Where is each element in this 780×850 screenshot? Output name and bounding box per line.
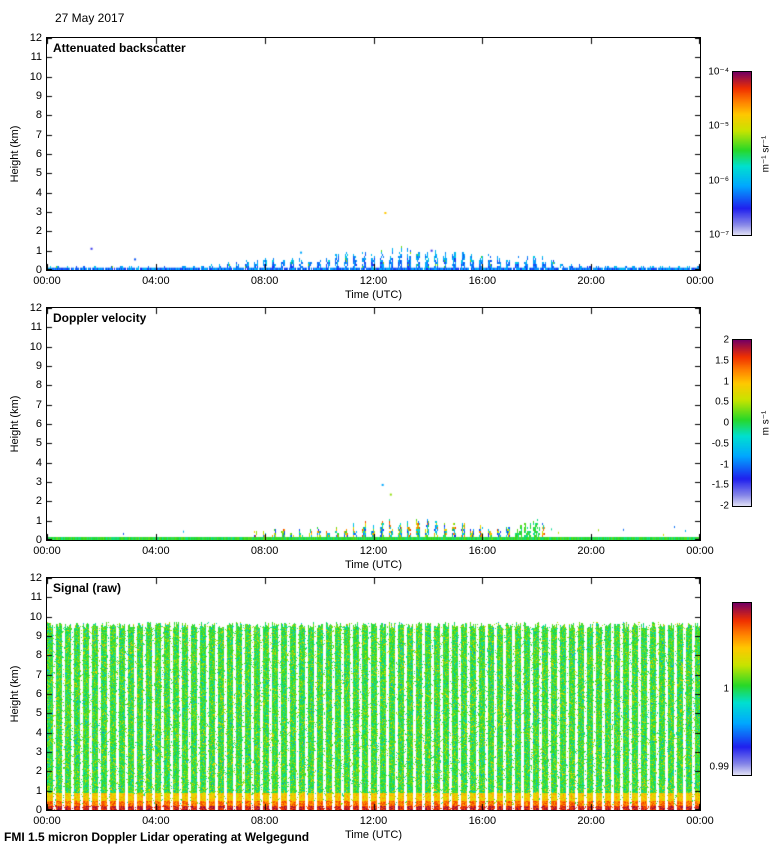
colorbar-tick-label: 10⁻⁶ [708, 175, 729, 187]
y-tick-label: 11 [30, 51, 42, 64]
y-tick-label: 7 [35, 398, 42, 411]
colorbar-tick-label: 0.5 [715, 396, 729, 408]
y-tick-label: 9 [35, 360, 42, 372]
colorbar-tick-label: 10⁻⁷ [708, 229, 729, 241]
backscatter-colorbar-gradient [733, 72, 751, 235]
y-tick-label: 10 [29, 70, 42, 83]
plot-area-signal: Signal (raw) [46, 577, 701, 811]
y-tick-label: 5 [35, 167, 42, 180]
x-tick-label: 08:00 [250, 815, 279, 827]
colorbar-tick-label: -1 [720, 459, 729, 470]
colorbar-tick-label: 10⁻⁵ [708, 120, 729, 132]
velocity-colorbar-gradient [733, 340, 751, 506]
colorbar-tick-label: 1 [723, 683, 729, 695]
colorbar-tick-label: 0 [723, 417, 729, 429]
y-tick-label: 3 [35, 206, 42, 218]
y-tick-label: 4 [35, 726, 42, 739]
y-tick-label: 7 [35, 128, 42, 141]
colorbar-tick-label: 10⁻⁴ [708, 66, 729, 78]
y-tick-label: 0 [35, 804, 42, 816]
x-axis-label: Time (UTC) [344, 829, 403, 841]
x-tick-label: 12:00 [359, 815, 388, 827]
figure-footer: FMI 1.5 micron Doppler Lidar operating a… [4, 830, 310, 844]
plot-area-backscatter: Attenuated backscatter [46, 37, 701, 271]
x-tick-label: 08:00 [250, 275, 279, 287]
velocity-heatmap [47, 308, 700, 540]
y-tick-label: 6 [35, 688, 42, 700]
velocity-colorbar-unit-label: m s⁻¹ [760, 410, 772, 436]
y-tick-label: 3 [35, 476, 42, 488]
y-tick-label: 12 [29, 572, 42, 584]
signal-heatmap [47, 578, 700, 810]
panel-title-velocity: Doppler velocity [53, 311, 147, 325]
y-tick-label: 11 [30, 321, 42, 334]
y-tick-label: 10 [29, 340, 42, 353]
x-tick-label: 08:00 [250, 545, 279, 557]
y-tick-label: 0 [35, 264, 42, 276]
x-tick-label: 00:00 [33, 545, 61, 557]
x-tick-label: 04:00 [142, 545, 170, 557]
signal-colorbar [732, 602, 752, 776]
x-tick-label: 16:00 [468, 815, 497, 827]
y-tick-label: 12 [29, 32, 42, 44]
x-tick-label: 04:00 [142, 815, 170, 827]
y-tick-label: 1 [35, 244, 42, 257]
y-tick-label: 10 [29, 610, 42, 623]
x-tick-label: 12:00 [359, 545, 388, 557]
x-tick-label: 00:00 [686, 275, 714, 287]
x-tick-label: 12:00 [359, 275, 388, 287]
y-tick-label: 2 [35, 495, 42, 508]
x-tick-label: 00:00 [33, 815, 61, 827]
y-tick-label: 11 [30, 591, 42, 604]
backscatter-colorbar [732, 71, 752, 236]
y-tick-label: 2 [35, 765, 42, 778]
y-tick-label: 6 [35, 148, 42, 160]
colorbar-tick-label: 0.99 [709, 761, 729, 773]
x-tick-label: 20:00 [577, 815, 605, 827]
panel-title-signal: Signal (raw) [53, 581, 122, 595]
y-tick-label: 0 [35, 534, 42, 546]
y-tick-label: 8 [35, 379, 42, 392]
y-tick-label: 9 [35, 90, 42, 102]
y-tick-label: 5 [35, 707, 42, 720]
x-tick-label: 16:00 [468, 275, 497, 287]
y-tick-label: 1 [35, 784, 42, 797]
y-tick-label: 2 [35, 225, 42, 238]
colorbar-tick-label: 2 [723, 334, 729, 346]
y-tick-label: 12 [29, 302, 42, 314]
x-axis-label: Time (UTC) [344, 559, 403, 571]
velocity-colorbar [732, 339, 752, 507]
plot-area-velocity: Doppler velocity [46, 307, 701, 541]
y-tick-label: 8 [35, 109, 42, 122]
y-tick-label: 5 [35, 437, 42, 450]
figure-date: 27 May 2017 [55, 11, 125, 25]
x-tick-label: 20:00 [577, 545, 605, 557]
y-tick-label: 6 [35, 418, 42, 430]
y-tick-label: 8 [35, 649, 42, 662]
y-tick-label: 3 [35, 746, 42, 758]
colorbar-tick-label: 1.5 [715, 355, 729, 367]
y-tick-label: 9 [35, 630, 42, 642]
colorbar-tick-label: -1.5 [711, 479, 729, 491]
x-tick-label: 04:00 [142, 275, 170, 287]
colorbar-tick-label: -0.5 [711, 438, 729, 450]
x-tick-label: 00:00 [686, 815, 714, 827]
panel-title-backscatter: Attenuated backscatter [53, 41, 186, 55]
backscatter-heatmap [47, 38, 700, 270]
y-tick-label: 7 [35, 668, 42, 681]
x-tick-label: 00:00 [686, 545, 714, 557]
x-tick-label: 00:00 [33, 275, 61, 287]
colorbar-tick-label: -2 [720, 500, 729, 512]
signal-colorbar-gradient [733, 603, 751, 775]
y-tick-label: 1 [35, 514, 42, 527]
backscatter-colorbar-unit-label: m⁻¹ sr⁻¹ [760, 135, 772, 172]
x-tick-label: 16:00 [468, 545, 497, 557]
y-tick-label: 4 [35, 186, 42, 199]
x-axis-label: Time (UTC) [344, 289, 403, 301]
x-tick-label: 20:00 [577, 275, 605, 287]
colorbar-tick-label: 1 [723, 376, 729, 387]
y-tick-label: 4 [35, 456, 42, 469]
